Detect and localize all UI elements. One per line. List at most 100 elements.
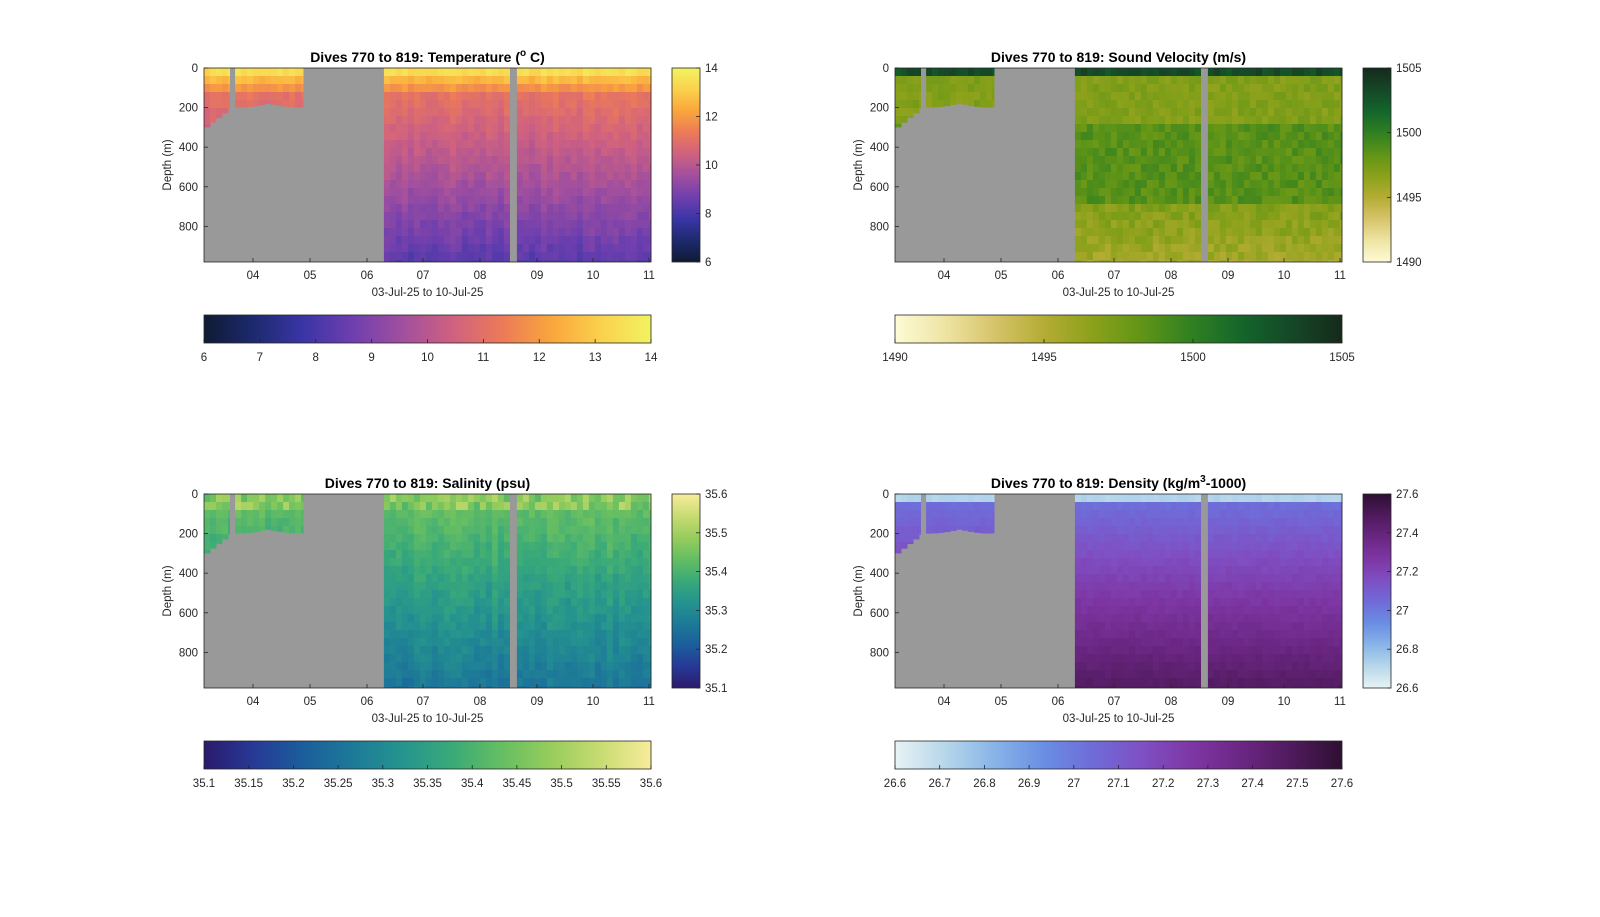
colorbar-bottom-label: 35.25 [324, 778, 353, 790]
y-tick-label: 200 [870, 103, 889, 115]
colorbar-bottom-label: 6 [201, 352, 207, 364]
heatmap-cells [204, 68, 652, 262]
chart-title: Dives 770 to 819: Density (kg/m3-1000) [991, 474, 1246, 491]
heatmap-cells [895, 494, 1343, 688]
y-tick-label: 0 [883, 489, 889, 501]
x-tick-label: 06 [361, 696, 374, 708]
x-tick-label: 05 [995, 696, 1008, 708]
colorbar-bottom-label: 27 [1067, 778, 1080, 790]
x-tick-label: 10 [1278, 270, 1291, 282]
colorbar-right-label: 8 [705, 209, 711, 221]
colorbar-right-label: 35.6 [705, 489, 727, 501]
colorbar-bottom-label: 27.5 [1286, 778, 1308, 790]
y-tick-label: 400 [179, 142, 198, 154]
x-tick-label: 05 [304, 696, 317, 708]
x-axis-label: 03-Jul-25 to 10-Jul-25 [1063, 713, 1175, 725]
x-tick-label: 07 [1108, 696, 1121, 708]
colorbar-bottom-label: 35.4 [461, 778, 484, 790]
colorbar-right [1362, 493, 1392, 689]
y-tick-label: 600 [870, 608, 889, 620]
colorbar-bottom-label: 1505 [1329, 352, 1355, 364]
x-tick-label: 04 [247, 270, 260, 282]
chart-title: Dives 770 to 819: Temperature (o C) [310, 48, 545, 65]
y-axis-label: Depth (m) [853, 139, 865, 190]
x-tick-label: 04 [247, 696, 260, 708]
colorbar-right-label: 27.6 [1396, 489, 1418, 501]
colorbar-bottom-label: 1500 [1180, 352, 1206, 364]
colorbar-right-label: 35.4 [705, 567, 728, 579]
colorbar-right-label: 1490 [1396, 257, 1422, 269]
x-tick-label: 07 [417, 696, 430, 708]
x-tick-label: 09 [1222, 270, 1235, 282]
chart-panel-density: Dives 770 to 819: Density (kg/m3-1000) 0 2… [853, 474, 1419, 790]
colorbar-bottom [894, 314, 1343, 344]
axes-box [894, 67, 1343, 263]
y-axis-label: Depth (m) [853, 565, 865, 616]
x-tick-label: 11 [643, 270, 655, 282]
colorbar-bottom-label: 35.5 [550, 778, 572, 790]
x-tick-label: 08 [1165, 696, 1178, 708]
colorbar-right-label: 27.2 [1396, 567, 1418, 579]
colorbar-right-label: 27 [1396, 605, 1409, 617]
colorbar-right-label: 12 [705, 112, 718, 124]
x-tick-label: 06 [361, 270, 374, 282]
colorbar-right-label: 6 [705, 257, 711, 269]
x-tick-label: 06 [1052, 270, 1065, 282]
y-axis-label: Depth (m) [162, 565, 174, 616]
x-tick-label: 05 [304, 270, 317, 282]
y-tick-label: 0 [192, 489, 198, 501]
y-tick-label: 400 [870, 142, 889, 154]
y-tick-label: 800 [870, 647, 889, 659]
colorbar-right-label: 35.2 [705, 644, 727, 656]
y-tick-label: 800 [179, 221, 198, 233]
colorbar-bottom-label: 27.4 [1241, 778, 1264, 790]
colorbar-bottom-label: 35.2 [282, 778, 304, 790]
x-tick-label: 10 [587, 270, 600, 282]
x-tick-label: 11 [1334, 696, 1346, 708]
colorbar-right-label: 26.8 [1396, 644, 1418, 656]
colorbar-bottom-label: 1490 [882, 352, 908, 364]
axes-box [203, 67, 652, 263]
x-tick-label: 05 [995, 270, 1008, 282]
y-axis-label: Depth (m) [162, 139, 174, 190]
x-tick-label: 06 [1052, 696, 1065, 708]
x-tick-label: 10 [587, 696, 600, 708]
y-tick-label: 600 [179, 182, 198, 194]
chart-panel-temperature: Dives 770 to 819: Temperature (o C) 0 200 4… [162, 48, 718, 364]
colorbar-bottom-label: 13 [589, 352, 602, 364]
colorbar-bottom-label: 35.15 [234, 778, 263, 790]
colorbar-right-label: 35.3 [705, 605, 727, 617]
y-tick-label: 200 [179, 103, 198, 115]
colorbar-right-label: 1495 [1396, 192, 1422, 204]
colorbar-bottom-label: 1495 [1031, 352, 1057, 364]
colorbar-bottom-label: 10 [421, 352, 434, 364]
chart-title: Dives 770 to 819: Sound Velocity (m/s) [991, 49, 1246, 65]
x-tick-label: 08 [474, 270, 487, 282]
x-tick-label: 09 [531, 696, 544, 708]
x-tick-label: 08 [1165, 270, 1178, 282]
colorbar-right-label: 14 [705, 63, 718, 75]
colorbar-bottom-label: 12 [533, 352, 546, 364]
x-axis-label: 03-Jul-25 to 10-Jul-25 [372, 713, 484, 725]
x-axis-label: 03-Jul-25 to 10-Jul-25 [1063, 287, 1175, 299]
y-tick-label: 200 [870, 529, 889, 541]
colorbar-right-label: 1500 [1396, 128, 1422, 140]
colorbar-bottom-label: 26.6 [884, 778, 906, 790]
heatmap-cells [895, 68, 1343, 262]
colorbar-right-label: 10 [705, 160, 718, 172]
colorbar-right-label: 26.6 [1396, 683, 1418, 695]
colorbar-bottom-label: 35.3 [372, 778, 394, 790]
colorbar-bottom-label: 35.55 [592, 778, 621, 790]
x-tick-label: 09 [1222, 696, 1235, 708]
x-tick-label: 11 [643, 696, 655, 708]
colorbar-bottom-label: 11 [477, 352, 489, 364]
axes-box [894, 493, 1343, 689]
x-tick-label: 10 [1278, 696, 1291, 708]
x-tick-label: 07 [1108, 270, 1121, 282]
colorbar-bottom-label: 8 [313, 352, 319, 364]
colorbar-bottom-label: 27.2 [1152, 778, 1174, 790]
colorbar-right-label: 35.1 [705, 683, 727, 695]
colorbar-bottom-label: 35.45 [503, 778, 532, 790]
y-tick-label: 600 [179, 608, 198, 620]
colorbar-right [1362, 67, 1392, 263]
